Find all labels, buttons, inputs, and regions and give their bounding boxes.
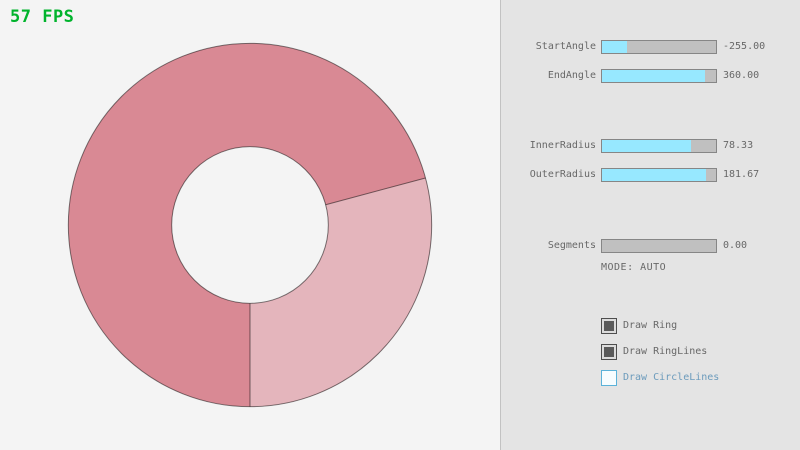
draw-ring-label: Draw Ring [623, 320, 678, 331]
ring-drawing [67, 42, 433, 408]
endangle-value: 360.00 [723, 70, 760, 81]
slider-row-endangle: EndAngle 360.00 [501, 69, 800, 83]
outerradius-value: 181.67 [723, 169, 760, 180]
checkbox-row-draw-circlelines[interactable]: Draw CircleLines [601, 370, 719, 386]
startangle-label: StartAngle [535, 41, 596, 52]
slider-row-outerradius: OuterRadius 181.67 [501, 168, 800, 182]
outerradius-slider-fill [602, 169, 706, 181]
draw-ringlines-checkbox[interactable] [601, 344, 617, 360]
startangle-value: -255.00 [723, 41, 766, 52]
outerradius-slider[interactable] [601, 168, 717, 182]
control-panel: StartAngle -255.00 EndAngle 360.00 Inner… [500, 0, 800, 450]
checkbox-row-draw-ring[interactable]: Draw Ring [601, 318, 677, 334]
draw-circlelines-label: Draw CircleLines [623, 372, 720, 383]
fps-counter: 57 FPS [10, 7, 75, 27]
slider-row-segments: Segments 0.00 [501, 239, 800, 253]
endangle-slider-fill [602, 70, 705, 82]
outerradius-label: OuterRadius [529, 169, 596, 180]
innerradius-slider[interactable] [601, 139, 717, 153]
drawing-canvas: 57 FPS [10, 7, 433, 408]
ring-line-end [325, 177, 426, 206]
slider-row-startangle: StartAngle -255.00 [501, 40, 800, 54]
checkbox-row-draw-ringlines[interactable]: Draw RingLines [601, 344, 707, 360]
ring-inner-hole [171, 146, 329, 304]
segments-value: 0.00 [723, 240, 748, 251]
draw-circlelines-checkbox[interactable] [601, 370, 617, 386]
innerradius-label: InnerRadius [529, 140, 596, 151]
segments-label: Segments [547, 240, 596, 251]
innerradius-value: 78.33 [723, 140, 754, 151]
draw-ring-checkbox[interactable] [601, 318, 617, 334]
innerradius-slider-fill [602, 140, 692, 152]
endangle-slider[interactable] [601, 69, 717, 83]
segments-mode-text: MODE: AUTO [601, 262, 667, 273]
segments-slider[interactable] [601, 239, 717, 253]
startangle-slider[interactable] [601, 40, 717, 54]
endangle-label: EndAngle [547, 70, 596, 81]
startangle-slider-fill [602, 41, 627, 53]
draw-ringlines-label: Draw RingLines [623, 346, 708, 357]
slider-row-innerradius: InnerRadius 78.33 [501, 139, 800, 153]
